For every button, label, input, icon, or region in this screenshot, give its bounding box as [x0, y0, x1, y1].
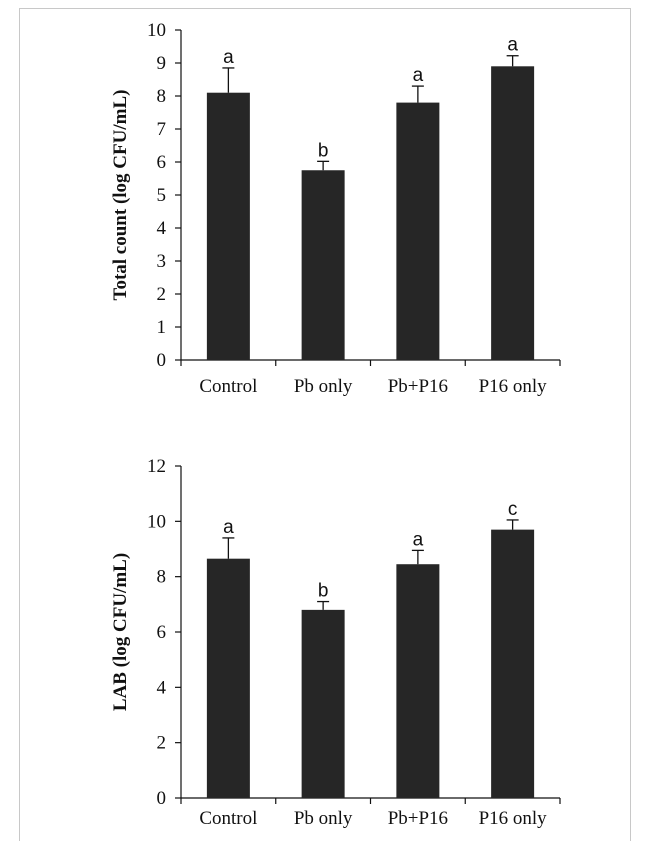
bar-control	[206, 558, 250, 798]
y-tick-label: 7	[157, 119, 167, 140]
bar-p16-only	[491, 529, 535, 798]
y-tick-label: 6	[157, 152, 167, 173]
category-label: P16 only	[479, 808, 548, 829]
y-tick-label: 10	[147, 511, 166, 532]
y-tick-label: 5	[157, 185, 167, 206]
y-tick-label: 8	[157, 567, 167, 588]
lab-count-chart: 0 2 4 6 8 10 12 LAB (log CFU/mL) a Control b Pb onl…	[110, 456, 561, 829]
y-tick-label: 9	[157, 53, 167, 74]
significance-letter: b	[318, 581, 329, 602]
y-tick-label: 8	[157, 86, 167, 107]
bar-p16-only	[491, 66, 535, 361]
category-label: P16 only	[479, 376, 548, 397]
bar-control	[206, 92, 250, 360]
bar-pb-p16	[396, 102, 440, 360]
y-tick-label: 4	[157, 677, 167, 698]
bar-pb-only	[301, 170, 345, 360]
y-tick-label: 12	[147, 456, 166, 477]
y-tick-label: 0	[157, 350, 167, 371]
bar-pb-p16	[396, 564, 440, 798]
category-label: Control	[199, 808, 257, 829]
y-tick-label: 2	[157, 284, 167, 305]
bar-pb-only	[301, 609, 345, 798]
significance-letter: a	[507, 35, 518, 56]
category-label: Pb only	[294, 376, 353, 397]
significance-letter: a	[413, 65, 424, 86]
significance-letter: a	[223, 47, 234, 68]
significance-letter: a	[413, 529, 424, 550]
y-tick-label: 1	[157, 317, 167, 338]
category-label: Pb+P16	[388, 808, 448, 829]
figure-frame	[19, 8, 631, 841]
significance-letter: b	[318, 140, 329, 161]
y-tick-label: 2	[157, 733, 167, 754]
significance-letter: c	[508, 499, 518, 520]
category-label: Pb only	[294, 808, 353, 829]
y-axis-label: LAB (log CFU/mL)	[110, 553, 131, 711]
y-tick-label: 10	[147, 20, 166, 41]
total-count-chart: 0 1 2 3 4 5 6 7 8 9 10 Total count (log CFU/mL) a Con…	[110, 20, 561, 397]
category-label: Control	[199, 376, 257, 397]
y-tick-label: 0	[157, 788, 167, 809]
y-tick-label: 6	[157, 622, 167, 643]
y-tick-label: 4	[157, 218, 167, 239]
y-tick-label: 3	[157, 251, 167, 272]
category-label: Pb+P16	[388, 376, 448, 397]
y-axis-label: Total count (log CFU/mL)	[110, 90, 131, 301]
significance-letter: a	[223, 517, 234, 538]
